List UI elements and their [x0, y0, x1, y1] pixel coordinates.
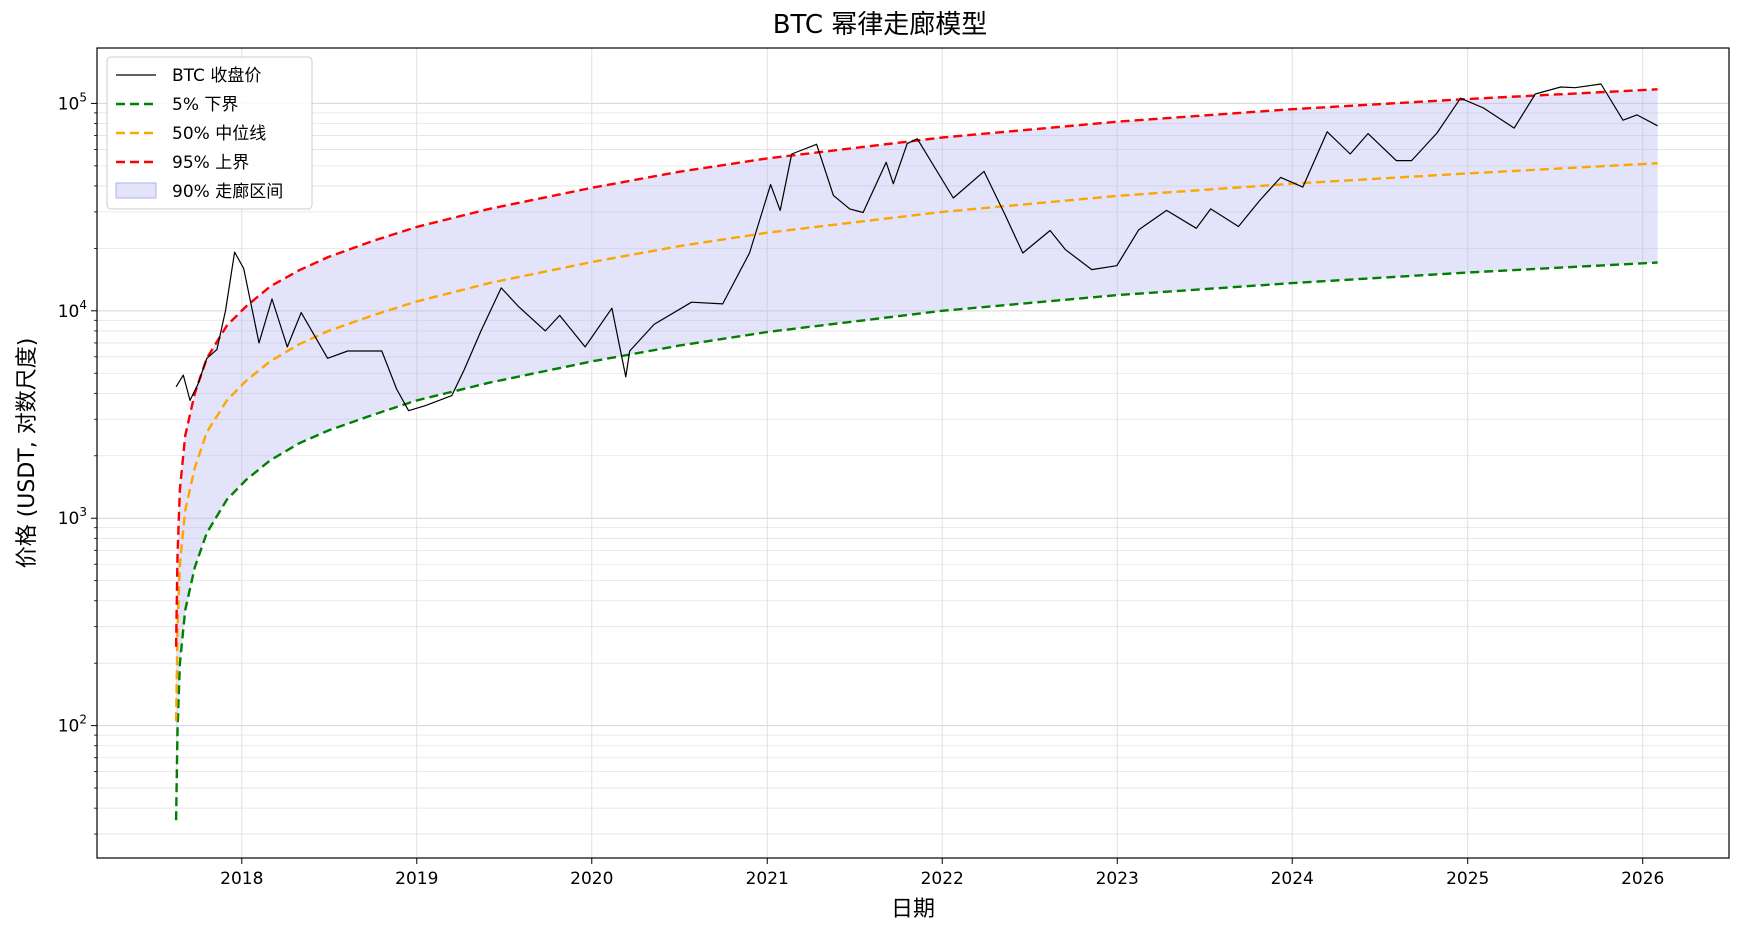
legend-label: 5% 下界 [172, 95, 238, 115]
x-tick-label: 2024 [1271, 869, 1314, 889]
series-layer [174, 83, 1658, 821]
y-tick-exponent: 2 [79, 713, 87, 727]
y-tick-exponent: 5 [79, 90, 87, 104]
btc-close-line [175, 83, 1658, 412]
y-tick-label: 103 [58, 505, 87, 529]
plot-frame [96, 47, 1730, 859]
x-tick-label: 2018 [220, 869, 263, 889]
legend: BTC 收盘价 5% 下界 50% 中位线 95% 上界 90% 走廊区间 [106, 56, 313, 210]
x-tick-label: 2023 [1096, 869, 1139, 889]
x-tick-label: 2022 [921, 869, 964, 889]
x-tick-label: 2025 [1446, 869, 1489, 889]
upper-bound-line [174, 88, 1658, 647]
legend-label: 90% 走廊区间 [172, 182, 283, 202]
median-line [174, 162, 1658, 722]
band-layer [176, 89, 1658, 821]
y-tick-exponent: 4 [79, 298, 87, 312]
legend-label: 50% 中位线 [172, 124, 266, 144]
y-tick-label: 102 [58, 713, 87, 737]
lower-bound-line [174, 261, 1658, 821]
y-tick-base: 10 [58, 509, 80, 529]
x-ticks-layer: 2018 2019 2020 2021 2022 2023 2024 2025 2026 [220, 858, 1664, 889]
legend-swatch [115, 182, 157, 199]
legend-label: BTC 收盘价 [172, 66, 261, 86]
legend-box [106, 56, 313, 210]
y-tick-label: 105 [58, 90, 87, 114]
legend-label: 95% 上界 [172, 153, 249, 173]
corridor-band [176, 89, 1658, 821]
grid-layer [97, 48, 1729, 858]
y-tick-label: 104 [58, 298, 87, 322]
legend-items: BTC 收盘价 5% 下界 50% 中位线 95% 上界 90% 走廊区间 [115, 66, 283, 202]
x-tick-label: 2019 [395, 869, 438, 889]
x-tick-label: 2021 [746, 869, 789, 889]
x-axis-label: 日期 [891, 897, 935, 922]
x-tick-label: 2020 [570, 869, 613, 889]
chart-title: BTC 幂律走廊模型 [773, 10, 988, 40]
x-tick-label: 2026 [1621, 869, 1664, 889]
y-axis-label: 价格 (USDT, 对数尺度) [15, 338, 40, 569]
y-tick-base: 10 [58, 717, 80, 737]
y-tick-exponent: 3 [79, 505, 87, 519]
y-tick-base: 10 [58, 94, 80, 114]
y-tick-base: 10 [58, 302, 80, 322]
